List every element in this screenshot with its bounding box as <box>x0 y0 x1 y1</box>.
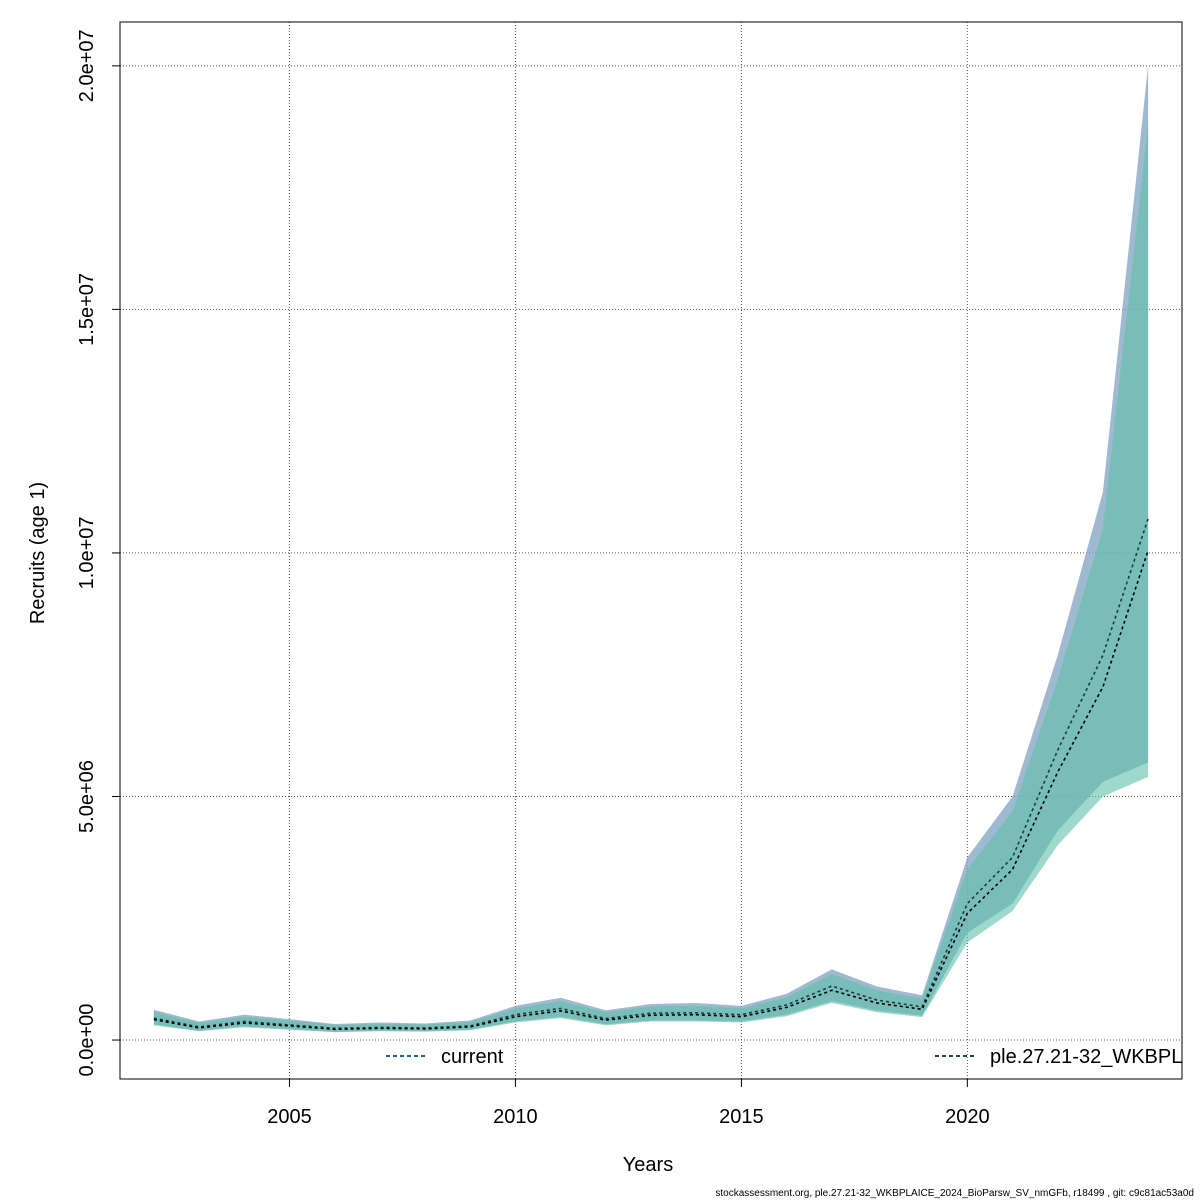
grid <box>120 22 1182 1079</box>
legend: current ple.27.21-32_WKBPL <box>386 1046 1182 1068</box>
x-tick-label: 2005 <box>267 1106 312 1128</box>
legend-label-ple: ple.27.21-32_WKBPL <box>990 1046 1182 1068</box>
confidence-bands <box>153 65 1149 1033</box>
footer-note: stockassessment.org, ple.27.21-32_WKBPLA… <box>715 1188 1194 1199</box>
y-tick-label: 1.0e+07 <box>76 516 98 589</box>
y-axis: 0.0e+00 5.0e+06 1.0e+07 1.5e+07 2.0e+07 <box>76 29 120 1076</box>
line-current <box>153 518 1149 1030</box>
x-axis-title: Years <box>623 1154 673 1176</box>
y-axis-title: Recruits (age 1) <box>27 482 49 624</box>
x-axis: 2005 2010 2015 2020 <box>267 1079 990 1128</box>
x-tick-label: 2020 <box>945 1106 990 1128</box>
y-tick-label: 1.5e+07 <box>76 273 98 346</box>
x-tick-label: 2010 <box>493 1106 538 1128</box>
x-tick-label: 2015 <box>719 1106 764 1128</box>
plot-frame <box>119 21 1183 1080</box>
legend-label-current: current <box>441 1046 504 1068</box>
series-lines <box>153 518 1149 1031</box>
y-tick-label: 5.0e+06 <box>76 760 98 833</box>
y-tick-label: 0.0e+00 <box>76 1004 98 1077</box>
y-tick-label: 2.0e+07 <box>76 29 98 102</box>
band-ple <box>153 124 1149 1033</box>
line-ple <box>153 550 1149 1031</box>
